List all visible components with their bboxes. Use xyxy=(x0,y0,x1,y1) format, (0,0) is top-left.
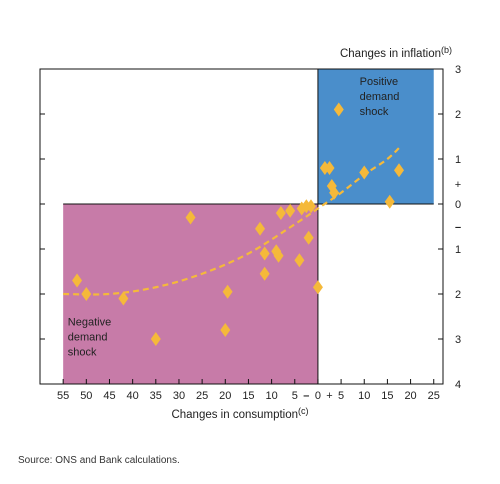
positive-demand-shock-region xyxy=(317,69,434,204)
data-point xyxy=(333,102,344,117)
x-tick-label: 30 xyxy=(173,390,185,402)
negative-demand-shock-label: shock xyxy=(68,347,97,359)
data-point xyxy=(384,194,395,209)
data-point xyxy=(312,280,323,295)
x-tick-label: 25 xyxy=(428,390,440,402)
y-sign-negative: – xyxy=(455,222,461,234)
y-axis-title: Changes in inflation(b) xyxy=(340,45,452,60)
x-axis-title-note: (c) xyxy=(298,406,309,416)
x-tick-label: 20 xyxy=(404,390,416,402)
negative-demand-shock-label: demand xyxy=(68,332,108,344)
y-tick-label: 1 xyxy=(455,244,461,256)
x-tick-label: 25 xyxy=(196,390,208,402)
x-tick-label: 5 xyxy=(338,390,344,402)
plot-frame xyxy=(39,68,444,385)
x-tick-label: 15 xyxy=(381,390,393,402)
x-tick-label: 10 xyxy=(265,390,277,402)
data-point xyxy=(329,185,340,200)
source-note: Source: ONS and Bank calculations. xyxy=(18,455,180,466)
data-point xyxy=(324,161,335,175)
y-sign-positive: + xyxy=(455,179,461,191)
data-point xyxy=(222,284,233,299)
x-sign-positive: + xyxy=(326,390,332,402)
y-tick-label: 3 xyxy=(455,64,461,76)
x-tick-label: 55 xyxy=(57,390,69,402)
x-tick-label: 5 xyxy=(292,390,298,402)
x-tick-label: 50 xyxy=(80,390,92,402)
x-tick-label: 45 xyxy=(103,390,115,402)
data-point xyxy=(150,332,161,346)
positive-demand-shock-label: demand xyxy=(360,91,400,103)
y-tick-label: 4 xyxy=(455,379,461,391)
data-point xyxy=(305,199,316,214)
positive-demand-shock-label: Positive xyxy=(360,76,399,88)
x-tick-label: 35 xyxy=(150,390,162,402)
negative-demand-shock-region xyxy=(63,204,318,384)
x-tick-label: 20 xyxy=(219,390,231,402)
data-point xyxy=(220,323,231,337)
data-point xyxy=(303,230,314,245)
y-tick-label: 1 xyxy=(455,154,461,166)
data-point xyxy=(259,246,270,261)
x-axis-title: Changes in consumption(c) xyxy=(171,406,308,421)
y-axis: 3 2 1 0 1 2 3 4 + – xyxy=(40,64,461,391)
data-points xyxy=(72,102,404,346)
y-tick-label: 2 xyxy=(455,109,461,121)
y-tick-label: 0 xyxy=(455,199,461,211)
data-point xyxy=(118,291,129,306)
x-tick-label: 0 xyxy=(315,390,321,402)
x-tick-label: 15 xyxy=(242,390,254,402)
data-point xyxy=(273,248,284,263)
y-tick-label: 2 xyxy=(455,289,461,301)
x-tick-label: 40 xyxy=(127,390,139,402)
data-point xyxy=(259,266,270,281)
data-point xyxy=(393,163,404,178)
x-axis: 55 50 45 40 35 30 25 20 15 10 5 0 5 10 15 20 25– + xyxy=(57,379,440,402)
data-point xyxy=(359,165,370,180)
x-axis-title-text: Changes in consumption xyxy=(171,409,298,421)
y-axis-title-note: (b) xyxy=(441,45,452,55)
data-point xyxy=(185,210,196,225)
x-tick-label: 10 xyxy=(358,390,370,402)
data-point xyxy=(294,253,305,268)
data-point xyxy=(285,203,296,218)
y-axis-title-text: Changes in inflation xyxy=(340,48,441,60)
data-point xyxy=(255,221,266,236)
positive-demand-shock-label: shock xyxy=(360,106,389,118)
y-tick-label: 3 xyxy=(455,334,461,346)
trend-line xyxy=(63,144,403,296)
data-point xyxy=(72,273,83,288)
x-sign-negative: – xyxy=(303,390,309,402)
data-point xyxy=(81,287,92,301)
data-point xyxy=(275,206,286,220)
negative-demand-shock-label: Negative xyxy=(68,317,111,329)
